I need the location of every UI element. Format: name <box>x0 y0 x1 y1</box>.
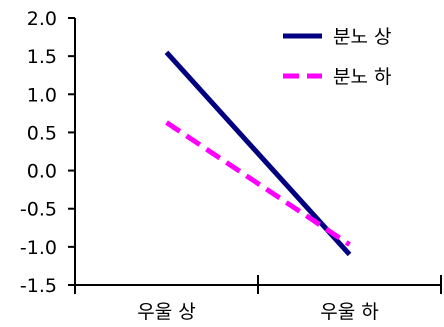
y-tick-label: -0.5 <box>20 199 57 221</box>
y-axis-ticks: 2.0 1.5 1.0 0.5 0.0 -0.5 -1.0 -1.5 <box>20 8 75 297</box>
series-line-1 <box>164 50 352 257</box>
y-tick-label: 0.0 <box>27 161 57 183</box>
y-tick-label: -1.0 <box>20 237 57 259</box>
x-tick-label: 우울 상 <box>137 301 195 323</box>
x-tick-label: 우울 하 <box>320 301 378 323</box>
plot-area <box>164 50 352 257</box>
y-tick-label: 0.5 <box>27 122 57 144</box>
legend-label-2: 분노 하 <box>333 66 391 88</box>
x-axis-ticks: 우울 상 우울 하 <box>74 275 442 323</box>
legend: 분노 상분노 하 <box>283 26 391 88</box>
y-tick-label: -1.5 <box>20 275 57 297</box>
x-axis: 우울 상 우울 하 <box>74 275 442 323</box>
y-axis: 2.0 1.5 1.0 0.5 0.0 -0.5 -1.0 -1.5 <box>20 8 76 297</box>
y-tick-label: 1.0 <box>27 84 57 106</box>
legend-label-1: 분노 상 <box>333 26 391 48</box>
series-line-2 <box>165 120 351 247</box>
y-tick-label: 1.5 <box>27 46 57 68</box>
y-tick-label: 2.0 <box>27 8 57 30</box>
